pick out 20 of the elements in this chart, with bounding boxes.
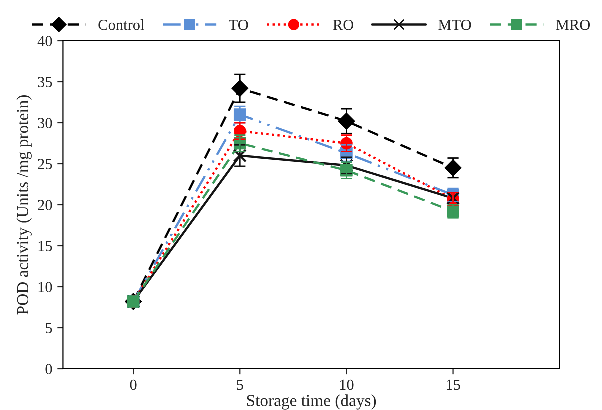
y-tick-label: 40 <box>38 36 52 46</box>
x-axis-title: Storage time (days) <box>247 394 376 410</box>
x-tick-label: 10 <box>340 380 354 390</box>
y-tick-label: 10 <box>38 282 52 292</box>
y-tick-label: 20 <box>38 200 52 210</box>
legend-label: RO <box>333 20 354 30</box>
y-tick-label: 5 <box>46 323 52 334</box>
y-tick-label: 25 <box>38 159 52 170</box>
x-tick-label: 0 <box>130 380 137 390</box>
y-tick-label: 0 <box>46 364 52 374</box>
y-tick-label: 35 <box>38 77 52 88</box>
legend-label: TO <box>229 20 248 30</box>
legend-label: MTO <box>438 20 472 30</box>
y-tick-label: 15 <box>38 241 52 252</box>
y-tick-label: 30 <box>38 118 52 128</box>
legend-label: Control <box>98 20 144 30</box>
legend-label: MRO <box>556 20 590 30</box>
x-tick-label: 5 <box>237 380 244 390</box>
y-axis-title: POD activity (Units /mg protein) <box>16 96 32 315</box>
x-tick-label: 15 <box>446 380 460 390</box>
